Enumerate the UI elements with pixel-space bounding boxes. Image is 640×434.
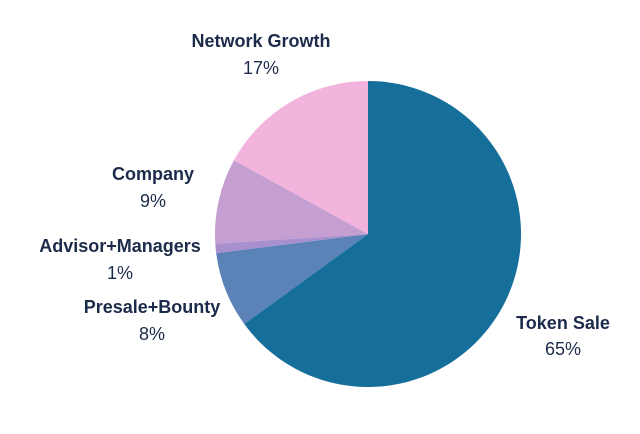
pie-slice-advisor-managers bbox=[215, 234, 368, 254]
slice-percent-network-growth: 17% bbox=[243, 58, 279, 78]
slice-label-company: Company bbox=[112, 164, 194, 184]
pie-slice-company bbox=[214, 160, 368, 244]
slice-label-presale-bounty: Presale+Bounty bbox=[84, 297, 221, 317]
pie-slice-token-sale bbox=[244, 81, 522, 387]
slice-percent-company: 9% bbox=[140, 191, 166, 211]
slice-percent-token-sale: 65% bbox=[545, 339, 581, 359]
pie-slices bbox=[214, 81, 522, 387]
slice-percent-presale-bounty: 8% bbox=[139, 324, 165, 344]
pie-labels: Token Sale 65% Presale+Bounty 8% Advisor+Man… bbox=[39, 31, 610, 359]
slice-label-token-sale: Token Sale bbox=[516, 313, 610, 333]
slice-label-network-growth: Network Growth bbox=[191, 31, 330, 51]
pie-slice-presale-bounty bbox=[216, 234, 368, 324]
slice-percent-advisor-managers: 1% bbox=[107, 263, 133, 283]
slice-label-advisor-managers: Advisor+Managers bbox=[39, 236, 201, 256]
pie-slice-network-growth bbox=[233, 81, 368, 234]
